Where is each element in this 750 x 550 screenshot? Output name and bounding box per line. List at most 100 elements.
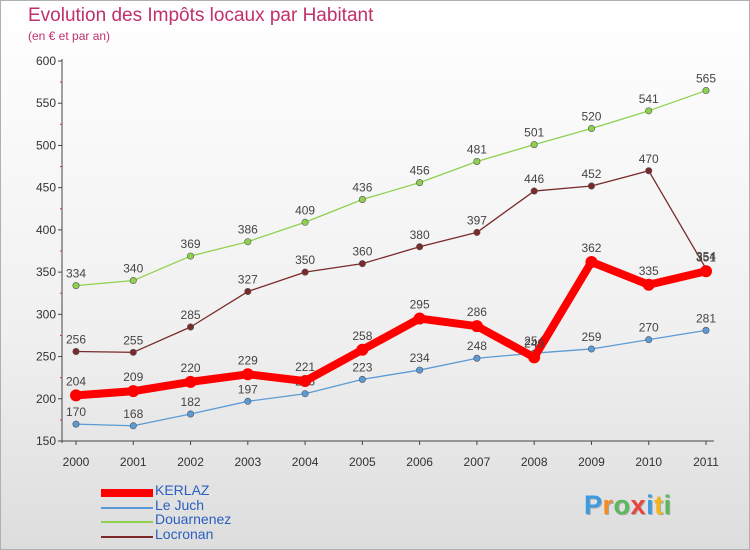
data-label-kerlaz: 209: [123, 370, 143, 384]
data-point-kerlaz: [127, 385, 140, 398]
data-point-kerlaz: [70, 389, 82, 402]
x-tick-label: 2007: [464, 455, 491, 469]
y-tick-label: 250: [36, 350, 56, 364]
data-label-kerlaz: 295: [410, 298, 430, 312]
data-label-douarnenez: 456: [410, 164, 430, 178]
data-label-le-juch: 168: [123, 407, 143, 421]
data-label-locronan: 452: [581, 167, 601, 181]
data-point-douarnenez: [645, 107, 653, 115]
data-label-locronan: 327: [238, 273, 258, 287]
y-tick-label: 500: [36, 138, 56, 152]
logo-letter: P: [584, 490, 603, 520]
x-tick-label: 2008: [521, 455, 548, 469]
data-label-douarnenez: 501: [524, 126, 544, 140]
data-point-douarnenez: [72, 282, 80, 290]
data-point-kerlaz: [700, 265, 712, 278]
data-point-le-juch: [587, 345, 595, 353]
x-tick-label: 2010: [635, 455, 662, 469]
data-point-locronan: [416, 243, 424, 251]
y-tick-label: 300: [36, 307, 56, 321]
data-label-locronan: 350: [295, 253, 315, 267]
data-point-kerlaz: [241, 368, 254, 381]
data-point-douarnenez: [187, 252, 195, 260]
data-label-locronan: 360: [352, 245, 372, 259]
data-point-kerlaz: [642, 278, 655, 291]
data-label-locronan: 397: [467, 213, 487, 227]
data-label-le-juch: 270: [639, 321, 659, 335]
data-point-kerlaz: [356, 343, 369, 356]
data-point-le-juch: [473, 354, 481, 362]
data-label-douarnenez: 340: [123, 262, 143, 276]
x-tick-label: 2003: [234, 455, 261, 469]
data-label-kerlaz: 229: [238, 353, 258, 367]
logo-letter: r: [602, 490, 614, 520]
data-label-locronan: 285: [181, 308, 201, 322]
data-point-le-juch: [416, 366, 424, 374]
x-tick-label: 2006: [406, 455, 433, 469]
data-point-kerlaz: [299, 375, 312, 388]
series-line-douarnenez: [75, 89, 707, 287]
data-label-douarnenez: 334: [66, 267, 86, 281]
data-label-kerlaz: 258: [352, 329, 372, 343]
data-label-douarnenez: 481: [467, 142, 487, 156]
data-point-locronan: [530, 187, 538, 195]
legend-swatch: [101, 535, 153, 538]
data-label-locronan: 354: [696, 250, 716, 264]
data-point-kerlaz: [470, 320, 483, 333]
data-point-le-juch: [187, 410, 195, 418]
logo-letter: i: [646, 490, 655, 520]
legend-swatch: [101, 506, 153, 509]
x-tick-label: 2009: [578, 455, 605, 469]
data-point-le-juch: [702, 326, 710, 334]
data-point-douarnenez: [702, 87, 710, 95]
data-point-le-juch: [244, 397, 252, 405]
data-point-kerlaz: [184, 375, 197, 388]
data-label-le-juch: 223: [352, 360, 372, 374]
data-label-kerlaz: 249: [524, 336, 544, 350]
data-label-le-juch: 234: [410, 351, 430, 365]
data-point-locronan: [129, 348, 137, 356]
series-line-kerlaz: [72, 257, 710, 400]
data-point-douarnenez: [473, 157, 481, 165]
x-tick-label: 2005: [349, 455, 376, 469]
legend-label: Locronan: [155, 525, 214, 542]
data-point-douarnenez: [416, 179, 424, 187]
data-label-douarnenez: 436: [352, 180, 372, 194]
x-tick-label: 2011: [693, 455, 719, 469]
chart-title: Evolution des Impôts locaux par Habitant: [28, 5, 374, 26]
data-label-le-juch: 281: [696, 311, 716, 325]
data-point-locronan: [358, 260, 366, 268]
data-label-kerlaz: 204: [66, 374, 86, 388]
y-tick-label: 200: [36, 392, 56, 406]
data-label-le-juch: 182: [181, 395, 201, 409]
y-tick-label: 400: [36, 223, 56, 237]
series-line-locronan: [75, 170, 707, 353]
logo-letter: i: [663, 490, 672, 520]
data-label-locronan: 470: [639, 152, 659, 166]
y-tick-label: 150: [36, 434, 56, 448]
data-point-douarnenez: [530, 141, 538, 149]
data-point-locronan: [473, 228, 481, 236]
data-label-douarnenez: 409: [295, 203, 315, 217]
x-tick-label: 2001: [120, 455, 147, 469]
data-label-locronan: 256: [66, 332, 86, 346]
data-point-douarnenez: [358, 195, 366, 203]
data-label-le-juch: 197: [238, 382, 258, 396]
chart-subtitle: (en € et par an): [28, 29, 111, 43]
data-point-le-juch: [301, 390, 309, 398]
legend-swatch: [101, 489, 153, 497]
data-point-le-juch: [129, 422, 137, 430]
legend-label: KERLAZ: [155, 482, 210, 498]
x-tick-label: 2004: [292, 455, 319, 469]
data-label-douarnenez: 520: [581, 110, 601, 124]
data-point-douarnenez: [301, 218, 309, 226]
data-label-douarnenez: 369: [181, 237, 201, 251]
data-label-le-juch: 170: [66, 405, 86, 419]
data-label-kerlaz: 362: [581, 241, 601, 255]
data-label-douarnenez: 565: [696, 72, 716, 86]
y-tick-label: 350: [36, 265, 56, 279]
data-point-locronan: [645, 167, 653, 175]
logo-letter: x: [630, 490, 647, 520]
